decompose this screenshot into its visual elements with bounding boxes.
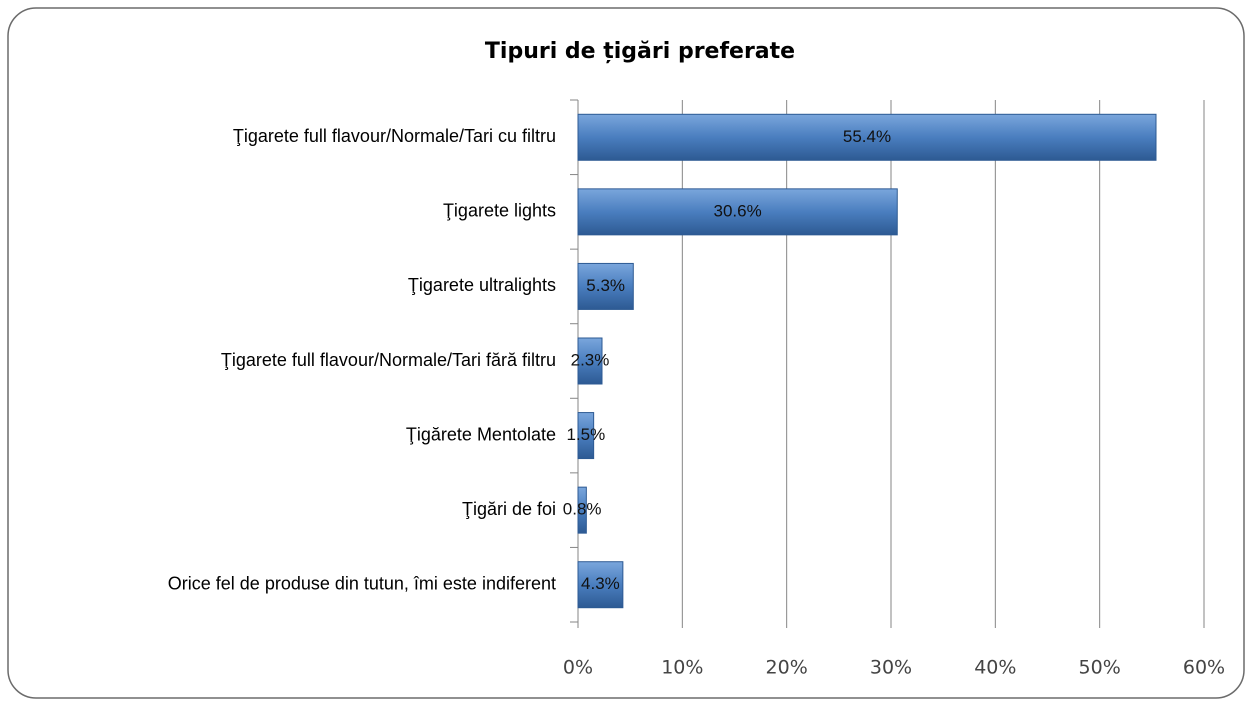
x-tick-label: 10% — [661, 657, 703, 679]
value-label: 55.4% — [843, 127, 891, 146]
chart-title: Tipuri de țigări preferate — [485, 39, 795, 64]
y-tick-label: Ţigarete full flavour/Normale/Tari fără … — [221, 350, 556, 370]
x-tick-label: 40% — [974, 657, 1016, 679]
bar — [577, 486, 587, 534]
value-label: 30.6% — [714, 201, 762, 220]
x-tick-label: 20% — [766, 657, 808, 679]
bar — [577, 262, 634, 310]
x-tick-label: 30% — [870, 657, 912, 679]
y-tick-label: Ţigarete lights — [443, 201, 556, 221]
bar — [577, 337, 603, 385]
value-label: 4.3% — [581, 574, 620, 593]
bar — [577, 113, 1157, 161]
value-label: 5.3% — [586, 276, 625, 295]
value-label: 1.5% — [566, 425, 605, 444]
x-tick-label: 50% — [1079, 657, 1121, 679]
y-tick-label: Ţigarete full flavour/Normale/Tari cu fi… — [233, 126, 556, 146]
x-tick-label: 60% — [1183, 657, 1225, 679]
y-tick-label: Ţigarete ultralights — [408, 275, 556, 295]
y-tick-label: Orice fel de produse din tutun, îmi este… — [168, 573, 556, 593]
bar — [577, 412, 595, 460]
y-tick-label: Ţigărete Mentolate — [406, 424, 556, 444]
value-label: 0.8% — [563, 500, 602, 519]
bar — [577, 188, 898, 236]
chart-border — [7, 7, 1245, 699]
value-label: 2.3% — [571, 350, 610, 369]
x-tick-label: 0% — [563, 657, 593, 679]
y-tick-label: Ţigări de foi — [462, 499, 556, 519]
bar — [577, 561, 624, 609]
